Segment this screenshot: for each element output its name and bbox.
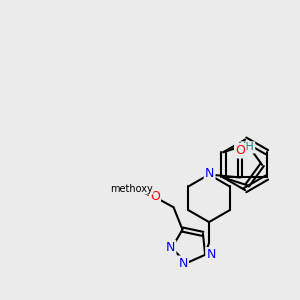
- Text: methoxy: methoxy: [110, 184, 152, 194]
- Text: N: N: [166, 241, 175, 254]
- Text: N: N: [206, 248, 216, 261]
- Text: O: O: [150, 190, 160, 203]
- Text: N: N: [178, 257, 188, 270]
- Text: NH: NH: [237, 142, 254, 152]
- Text: O: O: [235, 144, 245, 157]
- Text: N: N: [205, 167, 214, 179]
